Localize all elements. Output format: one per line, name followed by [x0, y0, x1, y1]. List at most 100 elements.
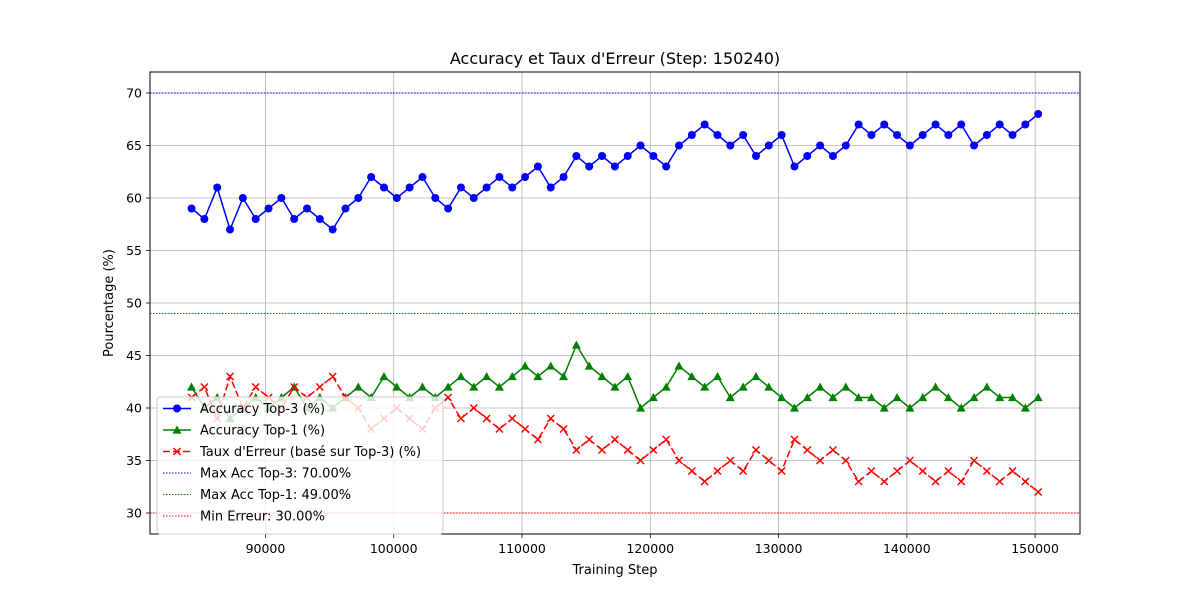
data-point	[1021, 120, 1030, 129]
data-point	[598, 445, 607, 455]
data-point	[341, 204, 350, 213]
data-point	[226, 225, 235, 234]
y-tick-label: 45	[126, 348, 142, 363]
data-point	[585, 162, 594, 171]
data-point	[918, 393, 928, 402]
data-point	[1033, 393, 1043, 402]
data-point	[662, 435, 671, 444]
data-point	[469, 403, 478, 413]
data-point	[841, 456, 850, 465]
data-point	[200, 215, 209, 223]
data-point	[354, 194, 363, 202]
y-axis-ticks: 30 35 40 45 50 55 60 65 70	[126, 86, 150, 521]
data-point	[739, 466, 748, 476]
data-point	[546, 361, 556, 370]
data-point	[790, 162, 799, 171]
data-point	[828, 393, 838, 402]
data-point	[597, 372, 607, 381]
data-point	[764, 141, 773, 150]
data-point	[226, 372, 235, 381]
data-point	[815, 382, 825, 391]
data-point	[572, 445, 581, 455]
y-tick-label: 40	[126, 401, 142, 416]
legend-label: Min Erreur: 30.00%	[200, 510, 325, 525]
data-point	[392, 382, 402, 391]
chart-title: Accuracy et Taux d'Erreur (Step: 150240)	[450, 49, 780, 68]
y-tick-label: 50	[126, 296, 142, 311]
series-1	[187, 110, 1043, 234]
data-point	[816, 456, 825, 465]
data-point	[521, 424, 530, 434]
data-point	[905, 456, 914, 465]
y-tick-label: 70	[126, 86, 142, 101]
data-point	[751, 445, 761, 455]
legend-box	[156, 396, 444, 535]
legend-marker	[173, 404, 181, 413]
legend-entry: Taux d'Erreur (basé sur Top-3) (%)	[163, 445, 421, 460]
data-point	[867, 466, 876, 476]
y-tick-label: 30	[126, 506, 142, 521]
data-point	[482, 183, 491, 192]
data-point	[867, 131, 876, 139]
legend-marker	[172, 425, 182, 434]
data-point	[995, 393, 1005, 402]
data-point	[303, 204, 312, 213]
data-point	[533, 162, 542, 171]
data-point	[290, 215, 299, 223]
data-point	[315, 215, 324, 223]
x-tick-label: 100000	[370, 541, 418, 556]
data-point	[1034, 110, 1043, 118]
data-point	[648, 393, 658, 402]
data-point	[662, 162, 671, 171]
data-point	[905, 403, 915, 412]
legend-label: Max Acc Top-1: 49.00%	[200, 488, 351, 503]
legend-label: Max Acc Top-3: 70.00%	[200, 467, 351, 482]
data-point	[969, 393, 979, 402]
data-point	[918, 466, 927, 476]
data-point	[764, 382, 774, 391]
data-point	[674, 361, 684, 370]
data-point	[508, 183, 517, 192]
data-point	[431, 194, 440, 202]
data-point	[675, 141, 684, 150]
x-axis-ticks: 90000 100000 110000 120000 130000 140000 15000…	[246, 534, 1059, 556]
data-point	[495, 173, 504, 181]
data-point	[636, 456, 645, 465]
data-point	[956, 403, 966, 412]
data-point	[636, 141, 645, 150]
data-point	[854, 120, 863, 129]
data-point	[238, 194, 247, 202]
data-point	[187, 382, 197, 391]
data-point	[469, 382, 479, 391]
data-point	[469, 194, 478, 202]
data-point	[379, 183, 388, 192]
data-point	[751, 372, 761, 381]
data-point	[1008, 393, 1018, 402]
data-point	[610, 162, 619, 171]
data-point	[315, 382, 324, 392]
x-tick-label: 120000	[626, 541, 674, 556]
data-point	[893, 131, 902, 139]
data-point	[456, 183, 465, 192]
data-point	[559, 173, 568, 181]
data-point	[494, 382, 504, 391]
data-point	[444, 393, 453, 402]
data-point	[623, 445, 632, 455]
data-point	[328, 372, 337, 381]
y-tick-label: 60	[126, 191, 142, 206]
data-point	[418, 173, 427, 181]
data-point	[584, 361, 594, 370]
data-point	[803, 445, 812, 455]
data-point	[187, 204, 196, 213]
data-point	[290, 382, 299, 392]
data-point	[816, 141, 825, 150]
data-point	[828, 445, 837, 455]
data-point	[598, 152, 607, 160]
data-point	[623, 152, 632, 160]
data-point	[392, 194, 401, 202]
data-point	[482, 372, 492, 381]
data-point	[995, 477, 1004, 486]
data-point	[1021, 477, 1030, 486]
data-point	[610, 382, 620, 391]
